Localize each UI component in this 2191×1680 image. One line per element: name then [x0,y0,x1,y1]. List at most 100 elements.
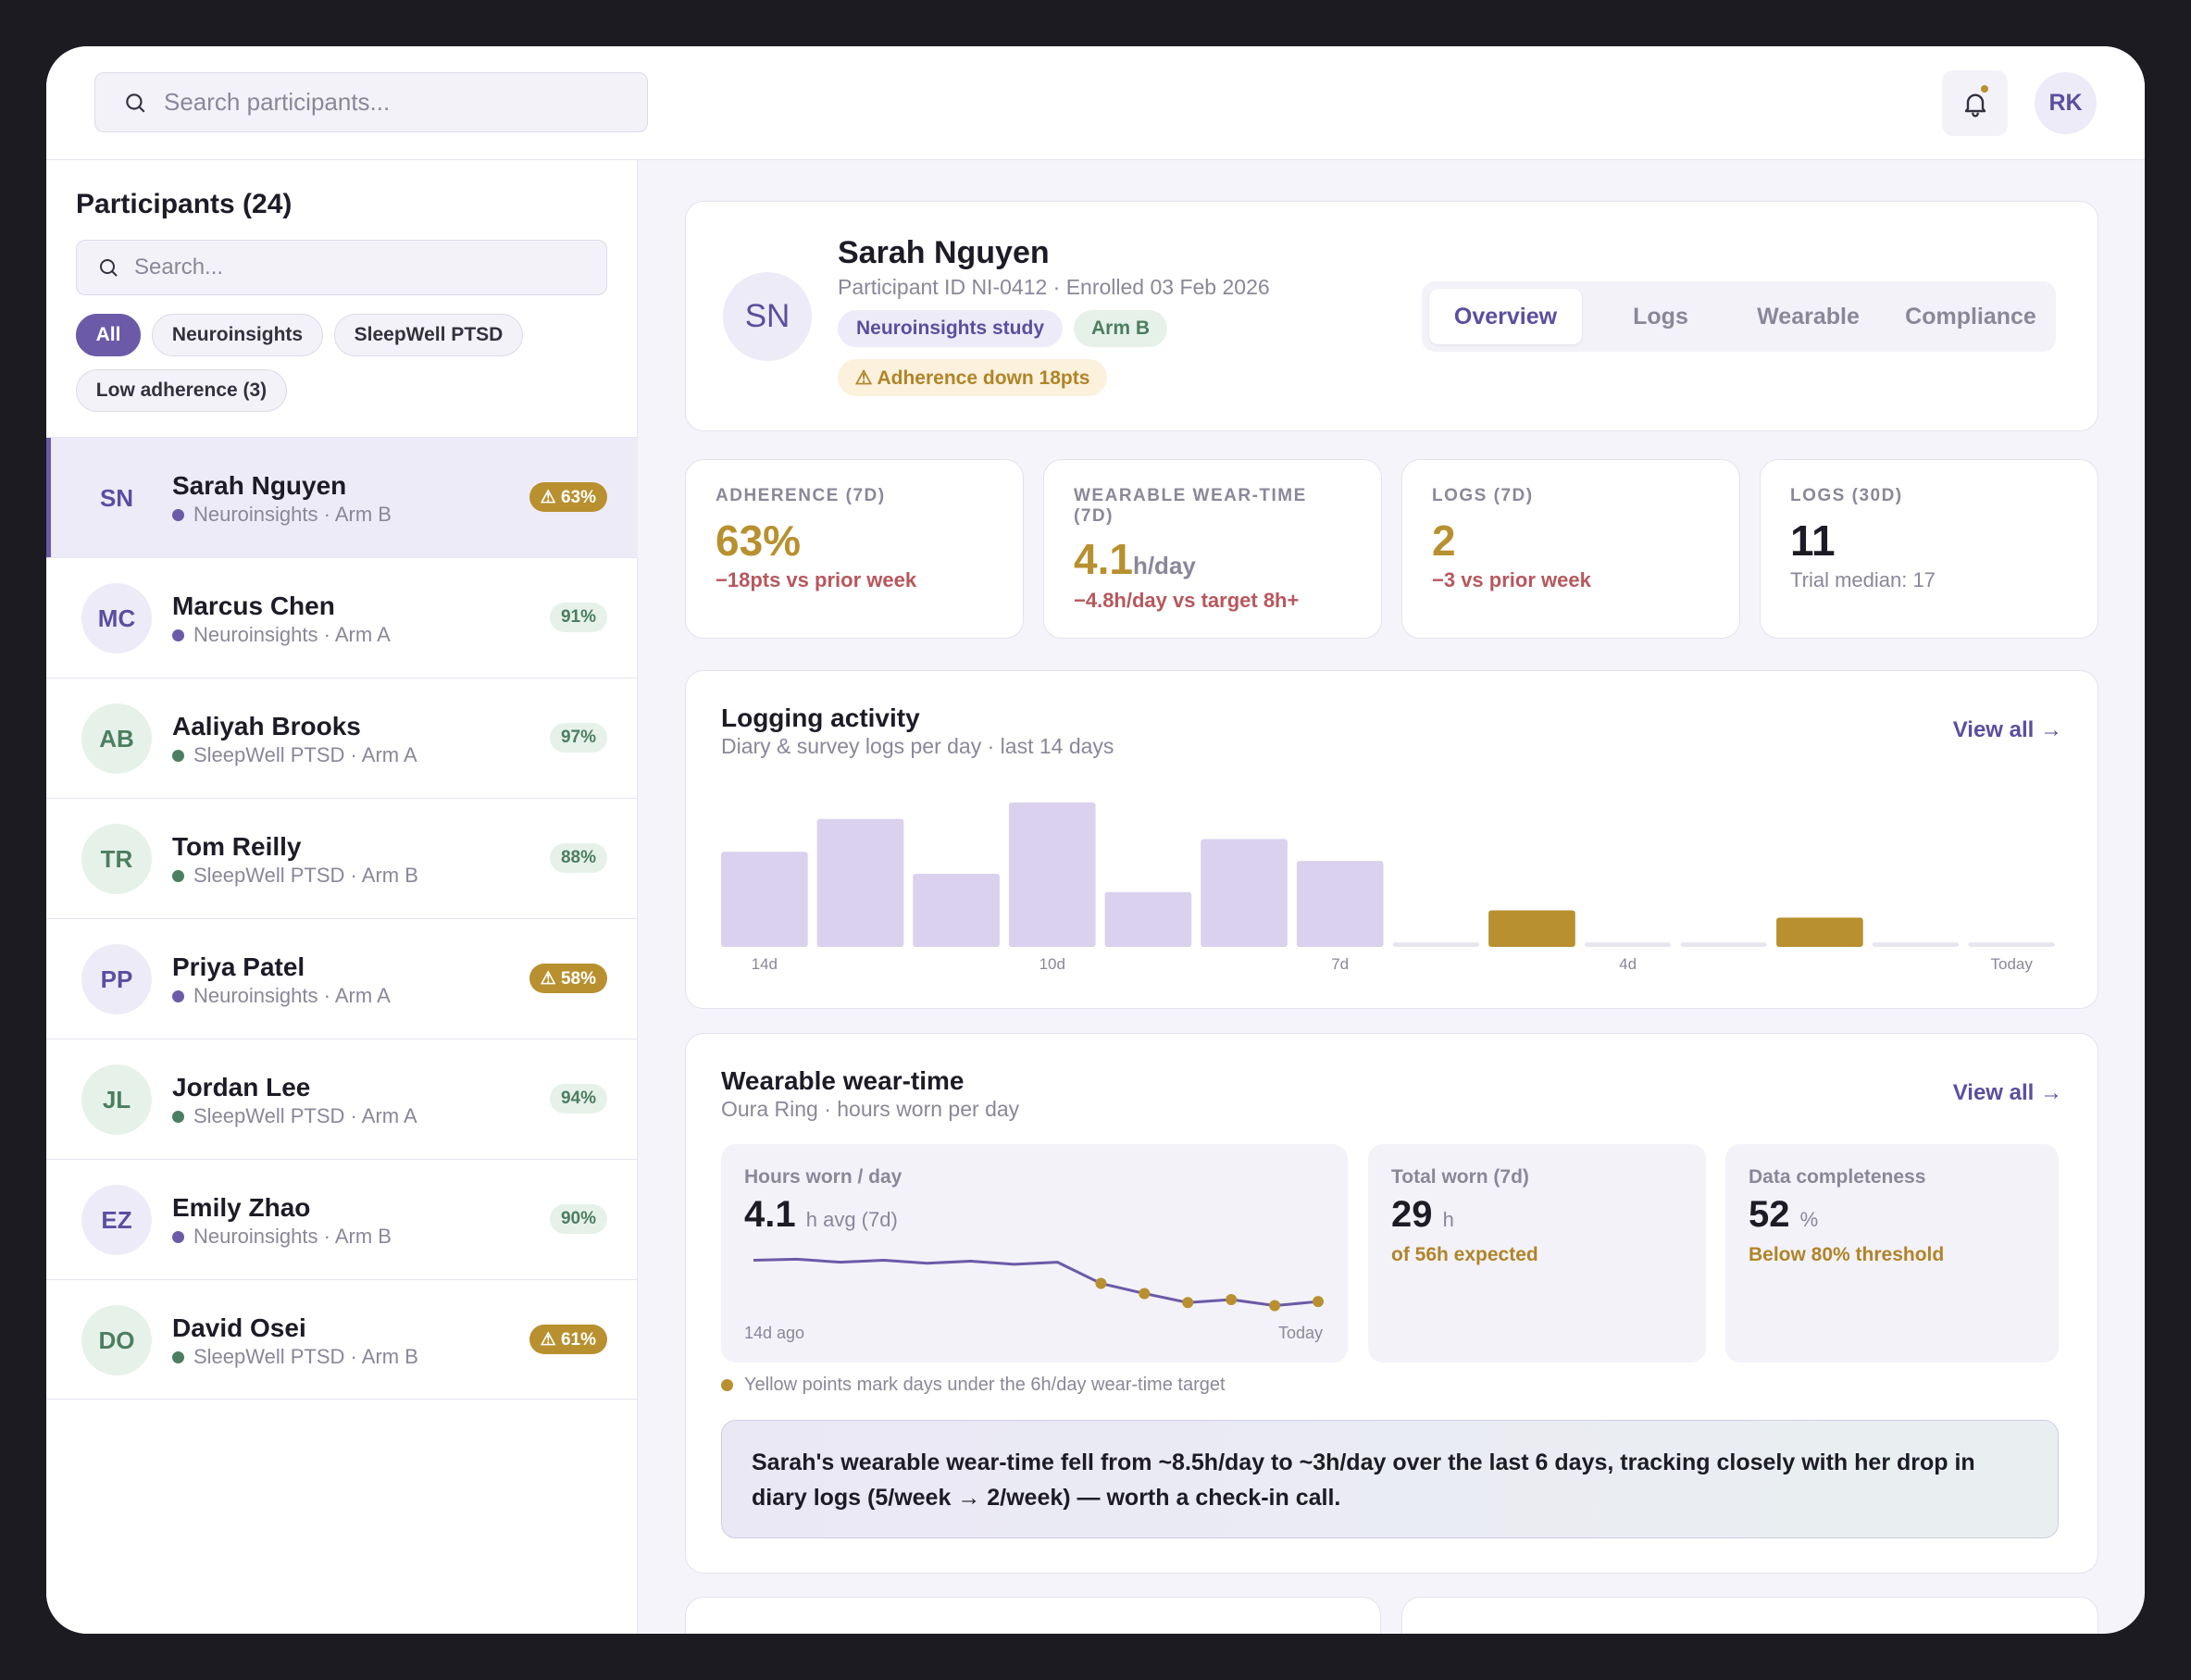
participants-panel: Participants (24) Search... All Neuroins… [46,160,638,1634]
insight-callout: Sarah's wearable wear-time fell from ~8.… [721,1420,2059,1538]
participant-study: SleepWell PTSD · Arm A [193,1104,417,1127]
avatar: EZ [81,1185,152,1255]
wearable-view-all-link[interactable]: View all → [1952,1080,2062,1105]
kpi-sub: −18pts vs prior week [716,568,917,591]
wearable-subtitle: Oura Ring · hours worn per day [721,1097,1020,1121]
participant-name: Aaliyah Brooks [172,712,361,740]
data-completeness-panel: Data completeness 52 % Below 80% thresho… [1725,1144,2059,1363]
avatar: DO [81,1305,152,1375]
bar-day-3 [913,874,1000,947]
filter-neuroinsights[interactable]: Neuroinsights [152,314,323,356]
participant-row-tom-reilly[interactable]: TR Tom Reilly SleepWell PTSD · Arm B 88% [46,798,638,918]
tab-wearable[interactable]: Wearable [1757,303,1860,330]
participant-row-aaliyah-brooks[interactable]: AB Aaliyah Brooks SleepWell PTSD · Arm A… [46,678,638,798]
bar-day-13 [1872,942,1960,947]
adherence-badge: ⚠ 63% [529,482,607,512]
participant-name: Priya Patel [172,952,305,981]
bell-icon [1964,93,1986,117]
avatar: JL [81,1064,152,1135]
filter-all[interactable]: All [76,314,141,356]
adherence-badge: ⚠ 58% [529,964,607,993]
total-worn-panel: Total worn (7d) 29 h of 56h expected [1368,1144,1706,1363]
participant-row-jordan-lee[interactable]: JL Jordan Lee SleepWell PTSD · Arm A 94% [46,1039,638,1159]
filter-sleepwell-ptsd[interactable]: SleepWell PTSD [334,314,523,356]
bar-day-9 [1488,910,1575,947]
participant-study: Neuroinsights · Arm A [193,623,391,646]
total-worn-unit: h [1442,1208,1454,1231]
completeness-value: 52 [1749,1194,1790,1235]
participant-meta: Neuroinsights · Arm B [172,1225,392,1249]
completeness-value-wrap: 52 % [1749,1194,1818,1236]
global-search-input[interactable]: Search participants... [94,72,648,132]
logging-view-all-link[interactable]: View all → [1952,717,2062,742]
participant-name: David Osei [172,1313,306,1342]
participant-name: Sarah Nguyen [172,471,347,500]
kpi-value: 2 [1432,516,1456,565]
participant-name: Jordan Lee [172,1073,311,1101]
legend-text: Yellow points mark days under the 6h/day… [744,1375,1226,1395]
bottom-card-left [685,1597,1381,1634]
arm-tag: Arm B [1074,310,1167,347]
x-tick-label: 4d [1619,955,1637,973]
top-bar: Search participants... RK [46,46,2145,160]
notifications-button[interactable] [1942,70,2008,136]
hours-worn-panel: Hours worn / day 4.1 h avg (7d) 14d ago T… [721,1144,1348,1363]
bar-day-1 [721,852,808,947]
wearable-card: Wearable wear-time Oura Ring · hours wor… [685,1033,2098,1574]
study-dot [172,1230,184,1243]
participant-study: Neuroinsights · Arm B [193,503,392,526]
adherence-badge: 90% [549,1204,607,1234]
adherence-badge: 94% [549,1084,607,1114]
search-icon [126,93,145,113]
participant-meta: SleepWell PTSD · Arm B [172,864,418,888]
kpi-sub: −4.8h/day vs target 8h+ [1074,589,1300,612]
participant-meta: SleepWell PTSD · Arm A [172,743,417,767]
participant-study: SleepWell PTSD · Arm A [193,743,417,766]
participant-search-input[interactable]: Search... [76,240,607,295]
profile-avatar: SN [723,272,812,361]
legend-dot [721,1379,733,1391]
profile-name: Sarah Nguyen [838,235,1050,270]
participant-meta: SleepWell PTSD · Arm B [172,1345,418,1369]
hours-worn-unit: h avg (7d) [805,1208,898,1231]
participant-row-priya-patel[interactable]: PP Priya Patel Neuroinsights · Arm A ⚠ 5… [46,918,638,1039]
study-dot [172,749,184,762]
total-worn-label: Total worn (7d) [1391,1166,1529,1188]
logging-subtitle: Diary & survey logs per day · last 14 da… [721,734,1114,758]
x-tick-label: Today [1990,955,2033,973]
kpi-card-logs-7d: LOGS (7D) 2 −3 vs prior week [1401,459,1740,639]
app-window: Search participants... RK Participants (… [46,46,2145,1634]
participant-row-david-osei[interactable]: DO David Osei SleepWell PTSD · Arm B ⚠ 6… [46,1279,638,1400]
participant-row-sarah-nguyen[interactable]: SN Sarah Nguyen Neuroinsights · Arm B ⚠ … [46,437,638,557]
x-end-label: Today [1278,1324,1323,1342]
user-avatar[interactable]: RK [2035,72,2097,134]
under-target-point [1095,1277,1107,1289]
completeness-note: Below 80% threshold [1749,1244,1945,1265]
participants-title: Participants (24) [76,189,293,219]
participant-meta: Neuroinsights · Arm A [172,623,391,647]
tab-compliance[interactable]: Compliance [1905,303,2036,330]
avatar: TR [81,824,152,894]
profile-header-card: SN Sarah Nguyen Participant ID NI-0412 ·… [685,201,2098,431]
participant-row-emily-zhao[interactable]: EZ Emily Zhao Neuroinsights · Arm B 90% [46,1159,638,1279]
completeness-unit: % [1799,1208,1819,1231]
search-icon [100,259,118,277]
x-tick-label: 14d [752,955,778,973]
x-tick-label: 10d [1039,955,1065,973]
wear-time-legend: Yellow points mark days under the 6h/day… [721,1375,1226,1396]
avatar: PP [81,944,152,1014]
kpi-sub: −3 vs prior week [1432,568,1591,591]
kpi-unit: h/day [1132,552,1196,579]
participant-study: SleepWell PTSD · Arm B [193,864,418,887]
tab-logs[interactable]: Logs [1633,303,1688,330]
adherence-alert-tag: ⚠ Adherence down 18pts [838,359,1107,396]
under-target-point [1139,1288,1151,1300]
participant-row-marcus-chen[interactable]: MC Marcus Chen Neuroinsights · Arm A 91% [46,557,638,678]
adherence-badge: ⚠ 61% [529,1325,607,1354]
total-worn-value-wrap: 29 h [1391,1194,1454,1236]
bar-day-6 [1201,839,1288,947]
under-target-point [1269,1300,1281,1312]
tab-overview[interactable]: Overview [1429,289,1582,344]
total-worn-value: 29 [1391,1194,1433,1235]
filter-low-adherence[interactable]: Low adherence (3) [76,369,287,412]
